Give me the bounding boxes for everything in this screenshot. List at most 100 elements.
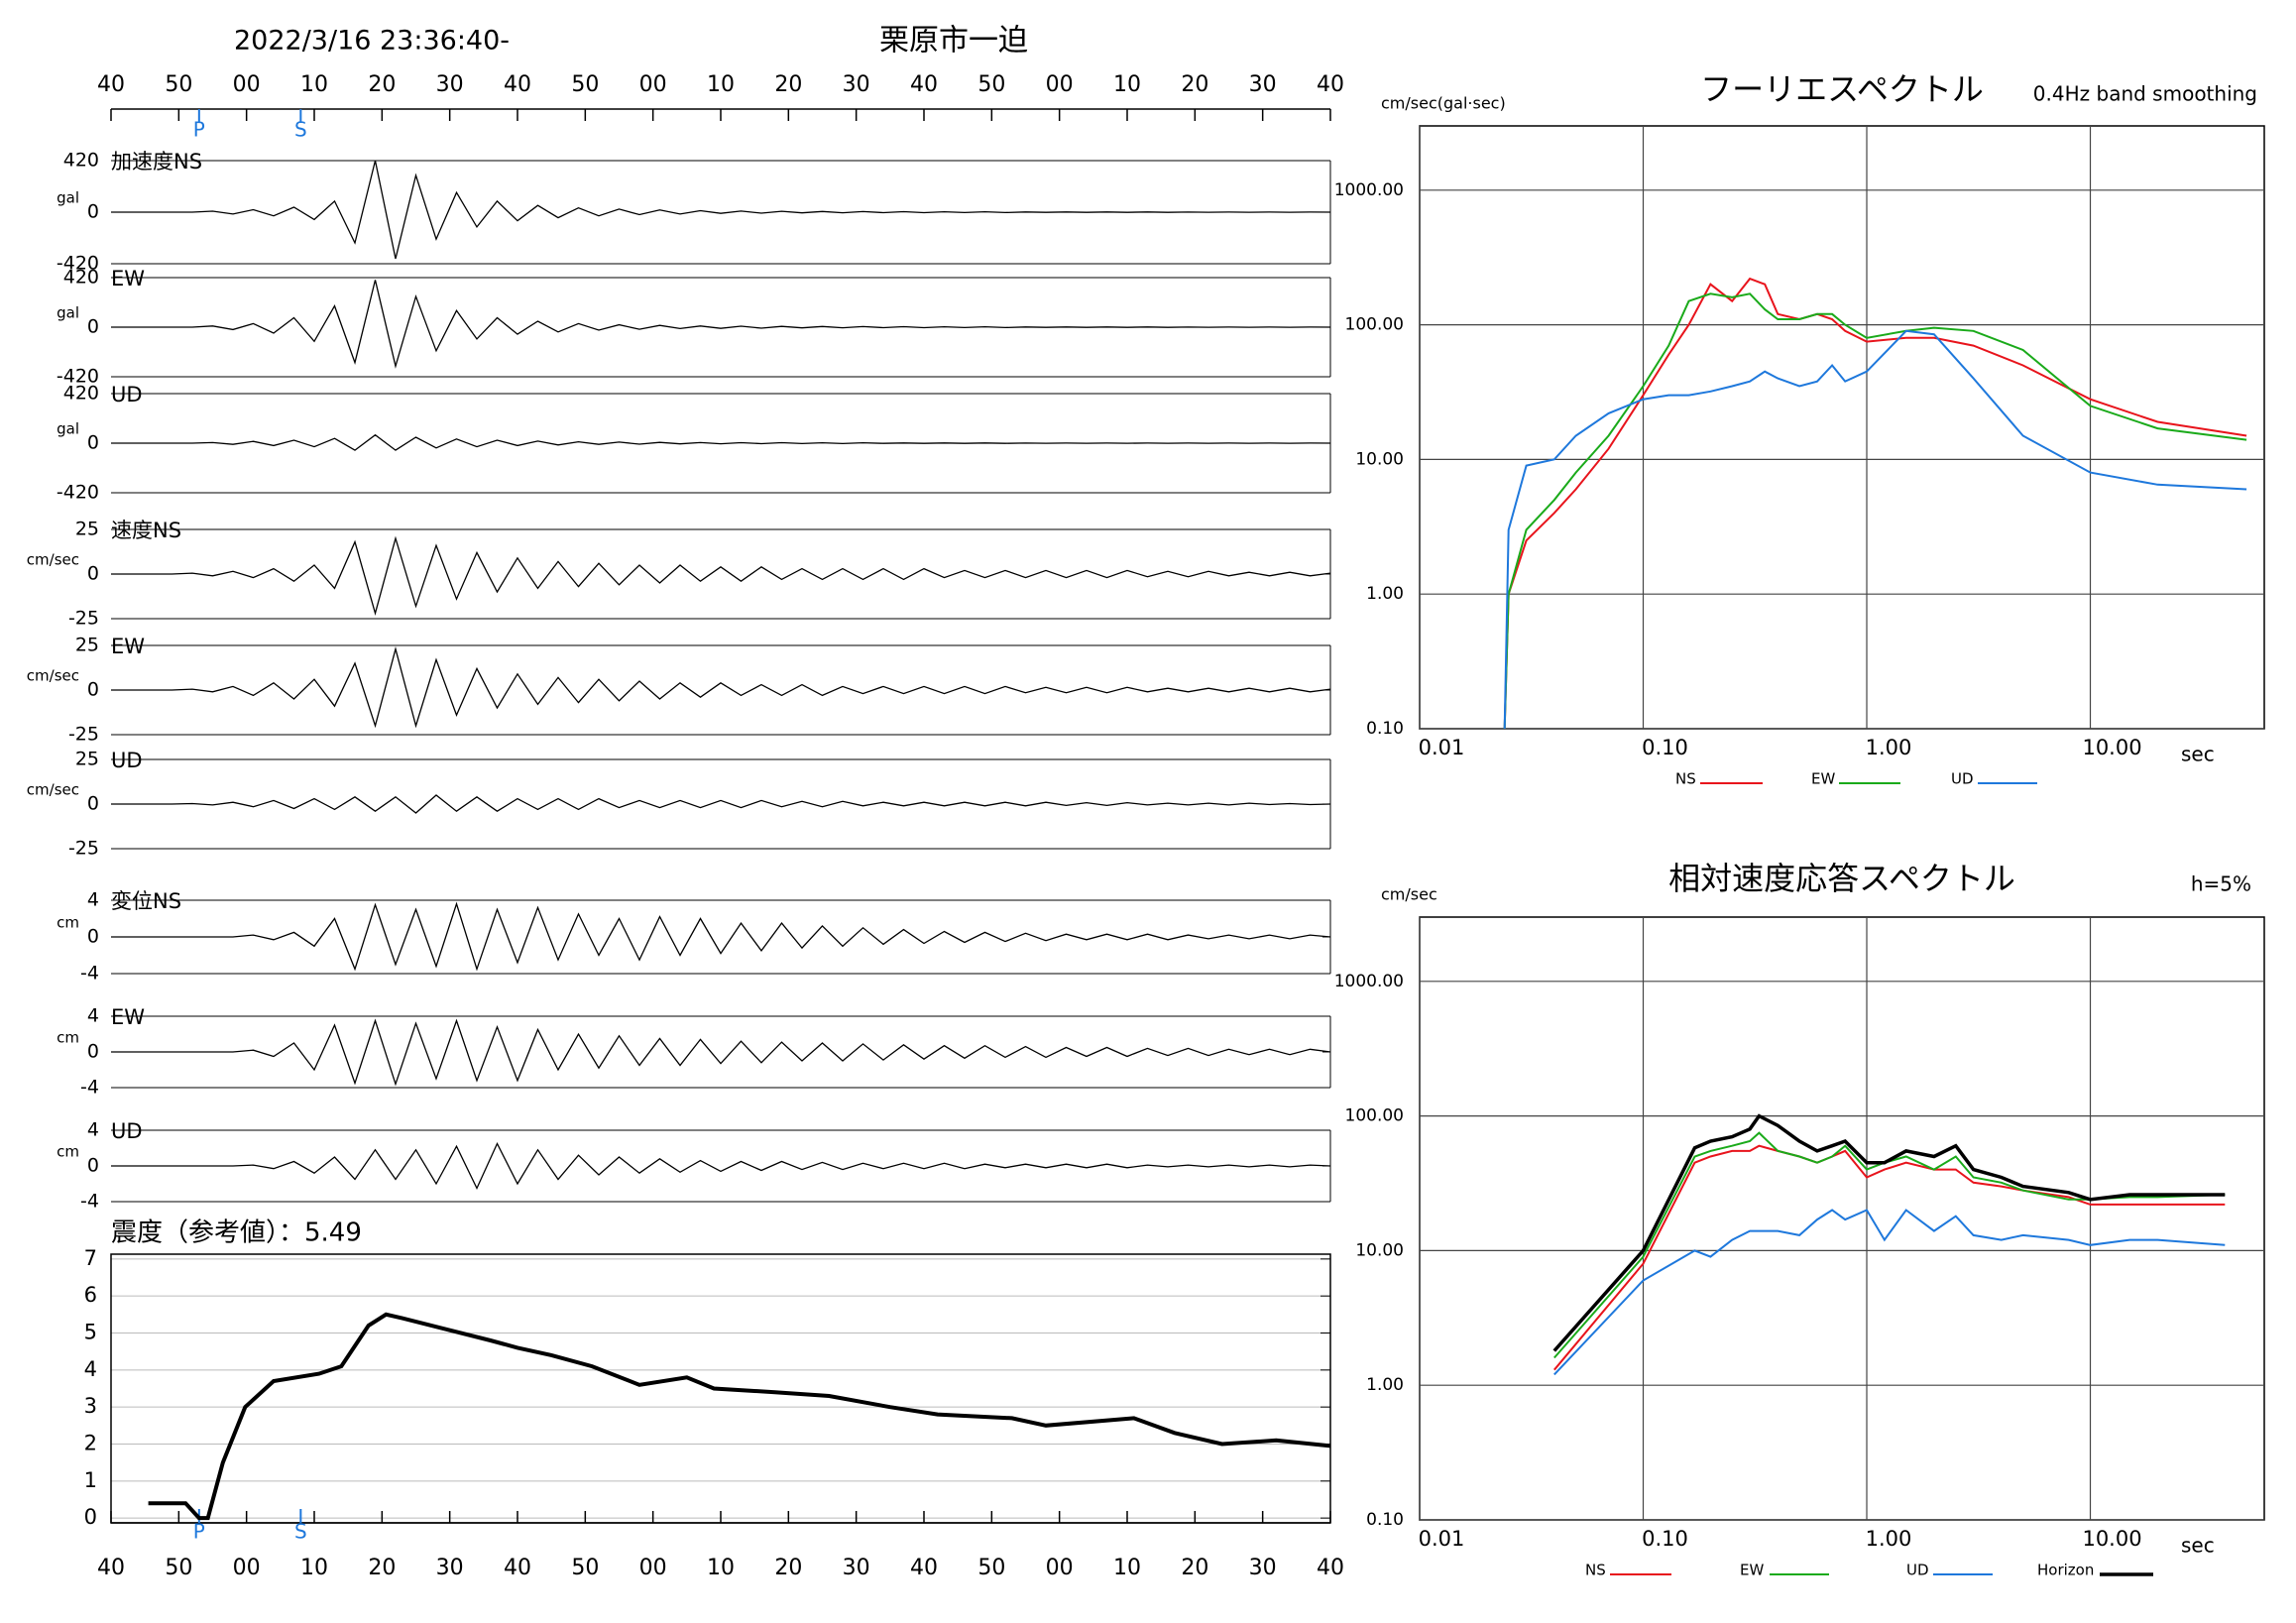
- x-tick-label: 40: [97, 72, 125, 97]
- y-tick-label: 2: [84, 1431, 97, 1454]
- y-tick-label: -4: [80, 1077, 99, 1099]
- x-tick-label: 0.10: [1642, 1527, 1688, 1551]
- x-tick-label: 30: [1249, 1556, 1277, 1580]
- x-tick-label: 50: [977, 1556, 1005, 1580]
- unit-label: cm: [57, 914, 79, 932]
- y-tick-label: 0: [87, 926, 99, 948]
- waveform: [111, 901, 1331, 972]
- x-tick-label: 40: [504, 1556, 531, 1580]
- unit-label: gal: [57, 304, 79, 322]
- spectrum-line: [1503, 277, 2247, 730]
- x-tick-label: 10.00: [2082, 1527, 2141, 1551]
- y-tick-label: 100.00: [1345, 1106, 1404, 1126]
- y-tick-label: -420: [57, 482, 99, 504]
- plot-frame: [1419, 125, 2265, 730]
- y-tick-label: -25: [68, 838, 99, 860]
- waveform: [111, 160, 1331, 260]
- y-tick-label: -25: [68, 608, 99, 630]
- y-tick-label: 25: [75, 635, 99, 656]
- legend-label: UD: [1906, 1562, 1929, 1579]
- y-tick-label: 420: [63, 150, 99, 172]
- legend-label: NS: [1675, 770, 1696, 788]
- spectrum-line: [1553, 1131, 2226, 1359]
- y-tick-label: -4: [80, 1191, 99, 1213]
- x-tick-label: 20: [774, 1556, 802, 1580]
- spectrum-line: [1503, 292, 2247, 730]
- x-tick-label: 0.10: [1642, 736, 1688, 759]
- y-tick-label: 0: [87, 316, 99, 338]
- x-tick-label: 50: [165, 1556, 192, 1580]
- phase-label: S: [294, 118, 307, 142]
- x-tick-label: 10: [707, 1556, 735, 1580]
- y-tick-label: 1000.00: [1334, 972, 1404, 991]
- y-tick-label: 25: [75, 519, 99, 540]
- x-tick-label: 30: [436, 72, 464, 97]
- y-tick-label: 0: [87, 1041, 99, 1063]
- y-tick-label: 4: [87, 889, 99, 911]
- y-tick-label: 25: [75, 749, 99, 770]
- y-tick-label: 10.00: [1355, 449, 1404, 469]
- series-label: UD: [111, 749, 143, 772]
- waveform: [111, 1018, 1331, 1087]
- unit-label: gal: [57, 189, 79, 207]
- x-tick-label: 50: [571, 1556, 599, 1580]
- waveform: [111, 280, 1331, 369]
- series-label: EW: [111, 635, 145, 658]
- legend-label: EW: [1740, 1562, 1764, 1579]
- spectrum-line: [1552, 1113, 2226, 1352]
- y-tick-label: 3: [84, 1394, 97, 1418]
- phase-label: P: [193, 118, 205, 142]
- waveform: [111, 794, 1331, 814]
- phase-label: P: [193, 1520, 205, 1544]
- x-tick-label: 00: [1046, 1556, 1074, 1580]
- x-tick-label: 1.00: [1866, 736, 1912, 759]
- y-tick-label: 420: [63, 383, 99, 405]
- chart-subtitle: h=5%: [2191, 872, 2251, 896]
- y-tick-label: 1.00: [1366, 1375, 1404, 1395]
- y-tick-label: 1: [84, 1468, 97, 1492]
- legend-label: EW: [1811, 770, 1835, 788]
- x-tick-label: 10.00: [2082, 736, 2141, 759]
- x-tick-label: 00: [233, 1556, 261, 1580]
- x-tick-label: 10: [1113, 1556, 1141, 1580]
- y-tick-label: 420: [63, 267, 99, 289]
- x-tick-label: 40: [1317, 1556, 1344, 1580]
- y-tick-label: 0: [87, 793, 99, 815]
- y-tick-label: 4: [84, 1357, 97, 1381]
- y-tick-label: 0: [87, 201, 99, 223]
- intensity-line: [148, 1312, 1331, 1521]
- series-label: UD: [111, 383, 143, 406]
- legend-label: Horizon: [2037, 1562, 2094, 1579]
- plot-frame: [1419, 916, 2265, 1521]
- x-tick-label: 40: [910, 1556, 938, 1580]
- x-tick-label: 0.01: [1419, 1527, 1465, 1551]
- x-tick-label: 00: [233, 72, 261, 97]
- legend-label: UD: [1951, 770, 1974, 788]
- chart-title: フーリエスペクトル: [1700, 70, 1984, 108]
- y-tick-label: 0.10: [1366, 719, 1404, 739]
- y-tick-label: -4: [80, 963, 99, 985]
- y-tick-label: 0: [87, 432, 99, 454]
- y-tick-label: -420: [57, 253, 99, 275]
- x-tick-label: 0.01: [1419, 736, 1465, 759]
- x-tick-label: 40: [97, 1556, 125, 1580]
- unit-label: cm/sec: [27, 781, 79, 799]
- x-tick-label: 10: [1113, 72, 1141, 97]
- spectrum-line: [1553, 1144, 2226, 1371]
- x-tick-label: 40: [910, 72, 938, 97]
- x-tick-label: 00: [639, 1556, 667, 1580]
- y-tick-label: 0: [87, 563, 99, 585]
- waveform: [111, 433, 1331, 451]
- legend-label: NS: [1585, 1562, 1606, 1579]
- y-axis-label: cm/sec: [1381, 885, 1437, 904]
- intensity-title: 震度（参考値）：5.49: [111, 1218, 362, 1248]
- unit-label: gal: [57, 420, 79, 438]
- x-tick-label: 30: [843, 1556, 870, 1580]
- y-tick-label: 0: [87, 679, 99, 701]
- x-tick-label: 20: [368, 72, 396, 97]
- y-tick-label: 5: [84, 1321, 97, 1344]
- chart-subtitle: 0.4Hz band smoothing: [2033, 82, 2257, 106]
- unit-label: cm: [57, 1143, 79, 1161]
- unit-label: cm/sec: [27, 667, 79, 685]
